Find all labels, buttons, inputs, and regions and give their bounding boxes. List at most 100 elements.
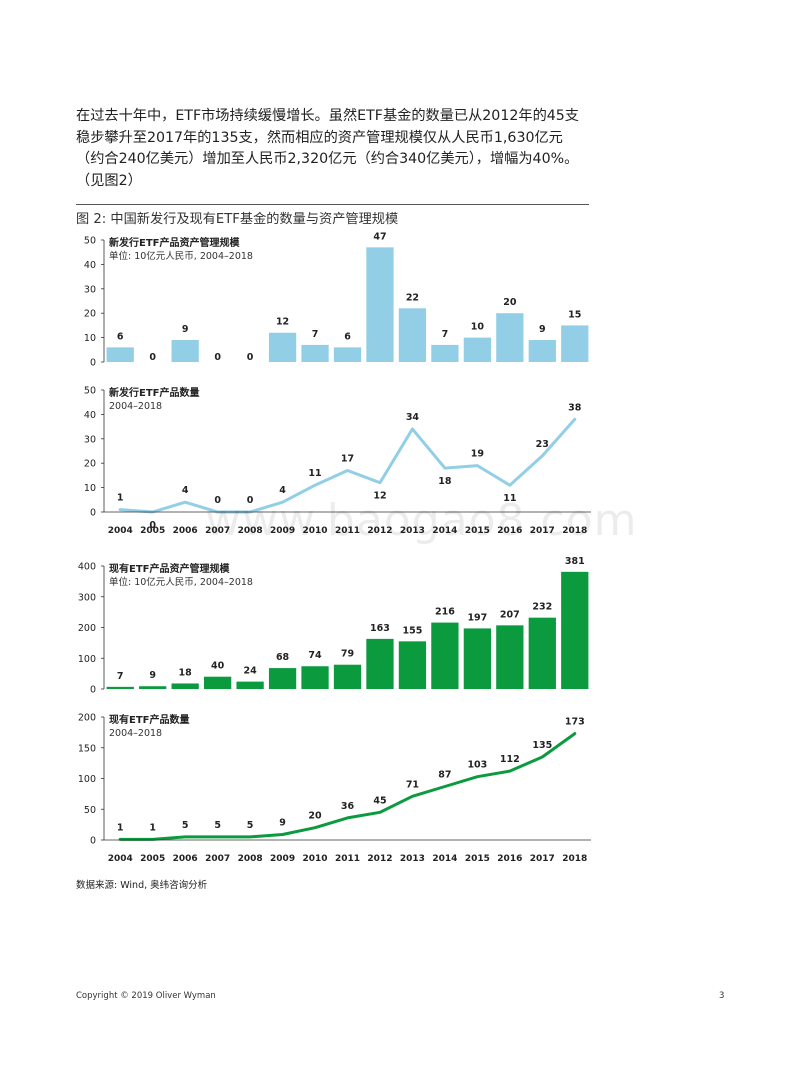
point-data-label: 23 xyxy=(536,439,549,450)
point-data-label: 9 xyxy=(279,817,286,828)
point-data-label: 19 xyxy=(471,449,484,460)
point-data-label: 135 xyxy=(532,740,552,751)
point-data-label: 11 xyxy=(503,493,516,504)
point-data-label: 71 xyxy=(406,779,419,790)
bar xyxy=(333,664,362,689)
x-tick-label: 2011 xyxy=(335,526,360,536)
panel-subtitle: 单位: 10亿元人民币, 2004–2018 xyxy=(109,250,253,262)
y-tick-label: 10 xyxy=(84,483,96,494)
point-data-label: 18 xyxy=(438,476,452,487)
y-tick-label: 50 xyxy=(84,805,96,816)
figure-title: 图 2: 中国新发行及现有ETF基金的数量与资产管理规模 xyxy=(76,212,399,227)
bar xyxy=(236,681,264,689)
bar xyxy=(268,332,297,362)
data-source-note: 数据来源: Wind, 奥纬咨询分析 xyxy=(76,880,208,891)
bar xyxy=(106,347,134,362)
intro-line: 在过去十年中，ETF市场持续缓慢增长。虽然ETF基金的数量已从2012年的45支 xyxy=(76,108,579,124)
bar xyxy=(301,344,329,362)
bar-data-label: 68 xyxy=(276,652,290,663)
bar-data-label: 40 xyxy=(211,661,225,672)
bar xyxy=(561,571,589,689)
bar-data-label: 9 xyxy=(539,324,546,335)
intro-line: （见图2） xyxy=(76,172,142,189)
footer-page-number: 3 xyxy=(719,991,725,1001)
point-data-label: 5 xyxy=(182,820,189,831)
figure-divider xyxy=(76,204,589,205)
x-tick-label: 2006 xyxy=(173,854,198,864)
point-data-label: 34 xyxy=(406,412,420,423)
point-data-label: 0 xyxy=(247,495,254,506)
x-tick-label: 2018 xyxy=(562,854,587,864)
x-tick-label: 2015 xyxy=(465,526,490,536)
point-data-label: 17 xyxy=(341,454,354,465)
bar-data-label: 15 xyxy=(568,309,581,320)
point-data-label: 0 xyxy=(149,520,156,531)
y-tick-label: 10 xyxy=(84,333,96,344)
x-tick-label: 2010 xyxy=(303,854,328,864)
bar-data-label: 7 xyxy=(117,671,124,682)
point-data-label: 38 xyxy=(568,402,582,413)
y-tick-label: 150 xyxy=(78,743,96,754)
x-tick-label: 2004 xyxy=(108,854,133,864)
x-tick-label: 2007 xyxy=(205,854,230,864)
y-tick-label: 100 xyxy=(78,654,96,665)
bar xyxy=(139,686,167,689)
y-tick-label: 400 xyxy=(78,562,96,573)
x-tick-label: 2005 xyxy=(140,854,165,864)
x-tick-label: 2005 xyxy=(140,526,165,536)
point-data-label: 103 xyxy=(467,760,487,771)
y-tick-label: 50 xyxy=(84,386,96,397)
bar xyxy=(561,325,589,362)
bar-data-label: 0 xyxy=(149,352,156,363)
panel-subtitle: 2004–2018 xyxy=(109,401,162,412)
watermark: www.baogao8.com xyxy=(205,495,638,546)
panel-title: 新发行ETF产品数量 xyxy=(109,386,199,399)
bar-data-label: 20 xyxy=(503,297,517,308)
point-data-label: 4 xyxy=(182,485,189,496)
bar-data-label: 12 xyxy=(276,317,289,328)
x-tick-label: 2012 xyxy=(367,854,392,864)
bar-data-label: 163 xyxy=(370,623,390,634)
bar-data-label: 22 xyxy=(406,292,419,303)
x-tick-label: 2014 xyxy=(432,854,457,864)
x-tick-label: 2016 xyxy=(497,526,522,536)
x-tick-label: 2011 xyxy=(335,854,360,864)
bar xyxy=(171,340,199,362)
x-tick-label: 2015 xyxy=(465,854,490,864)
x-tick-label: 2013 xyxy=(400,854,425,864)
point-data-label: 45 xyxy=(373,795,386,806)
bar xyxy=(463,628,492,689)
bar xyxy=(366,638,394,689)
bar-data-label: 155 xyxy=(403,625,423,636)
point-data-label: 20 xyxy=(308,811,322,822)
point-data-label: 0 xyxy=(214,495,221,506)
bar-data-label: 232 xyxy=(532,602,552,613)
bar-data-label: 9 xyxy=(149,670,156,681)
point-data-label: 11 xyxy=(308,468,321,479)
y-tick-label: 0 xyxy=(90,685,96,696)
point-data-label: 36 xyxy=(341,801,355,812)
x-tick-label: 2012 xyxy=(367,526,392,536)
y-tick-label: 30 xyxy=(84,434,96,445)
bar xyxy=(301,666,329,689)
bar-data-label: 6 xyxy=(344,331,351,342)
intro-line: 稳步攀升至2017年的135支，然而相应的资产管理规模仅从人民币1,630亿元 xyxy=(76,129,563,146)
point-data-label: 12 xyxy=(373,491,386,502)
x-tick-label: 2007 xyxy=(205,526,230,536)
y-tick-label: 40 xyxy=(84,260,96,271)
bar-data-label: 74 xyxy=(308,650,322,661)
intro-line: （约合240亿美元）增加至人民币2,320亿元（约合340亿美元），增幅为40%… xyxy=(76,151,579,167)
point-data-label: 1 xyxy=(149,822,156,833)
y-tick-label: 40 xyxy=(84,410,96,421)
y-tick-label: 30 xyxy=(84,284,96,295)
x-tick-label: 2010 xyxy=(303,526,328,536)
panel-title: 现有ETF产品数量 xyxy=(109,713,189,726)
point-data-label: 1 xyxy=(117,493,124,504)
bar xyxy=(106,686,134,689)
x-tick-label: 2016 xyxy=(497,854,522,864)
y-tick-label: 20 xyxy=(84,459,96,470)
y-tick-label: 0 xyxy=(90,358,96,369)
